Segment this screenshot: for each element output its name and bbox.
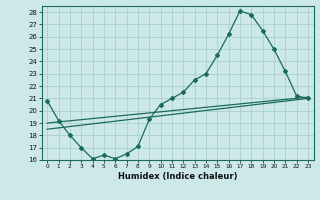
X-axis label: Humidex (Indice chaleur): Humidex (Indice chaleur) <box>118 172 237 181</box>
